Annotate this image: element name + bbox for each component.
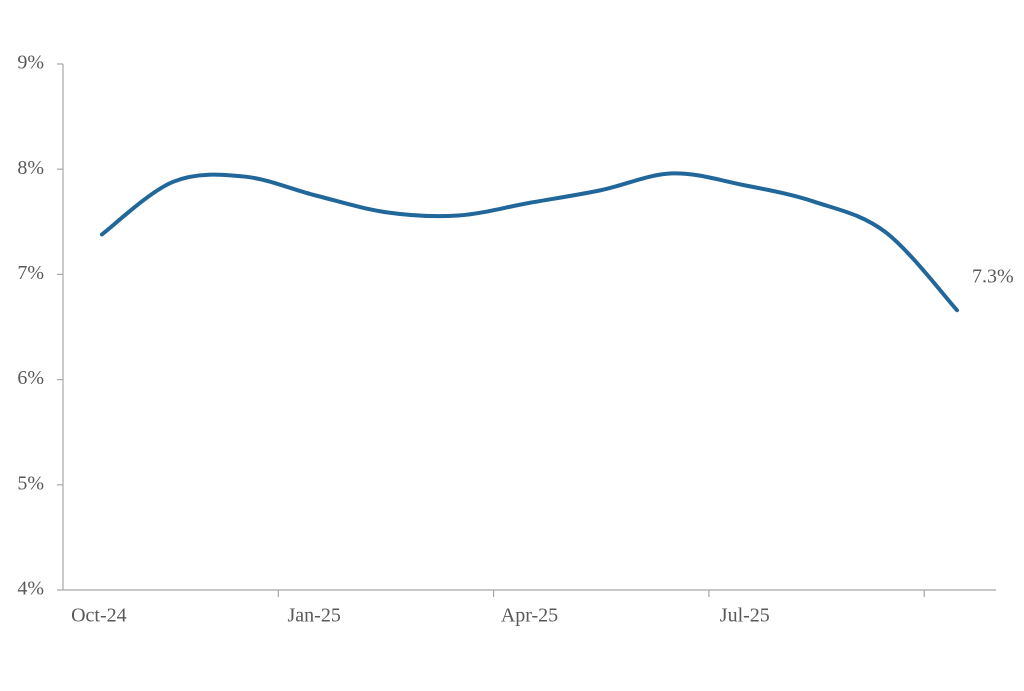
annotation: 7.3% [972,266,1014,288]
y-tick-label: 8% [17,157,44,179]
x-tick-label: Oct-24 [71,605,127,627]
x-tick-label: Jan-25 [288,605,341,627]
y-tick-label: 5% [17,472,44,494]
x-tick-label: Apr-25 [501,605,558,627]
y-tick-label: 7% [17,262,44,284]
y-tick-label: 9% [17,52,44,74]
x-tick-label: Jul-25 [720,605,770,627]
line [99,171,959,313]
y-tick-label: 6% [17,367,44,389]
y-tick-label: 4% [17,578,44,600]
